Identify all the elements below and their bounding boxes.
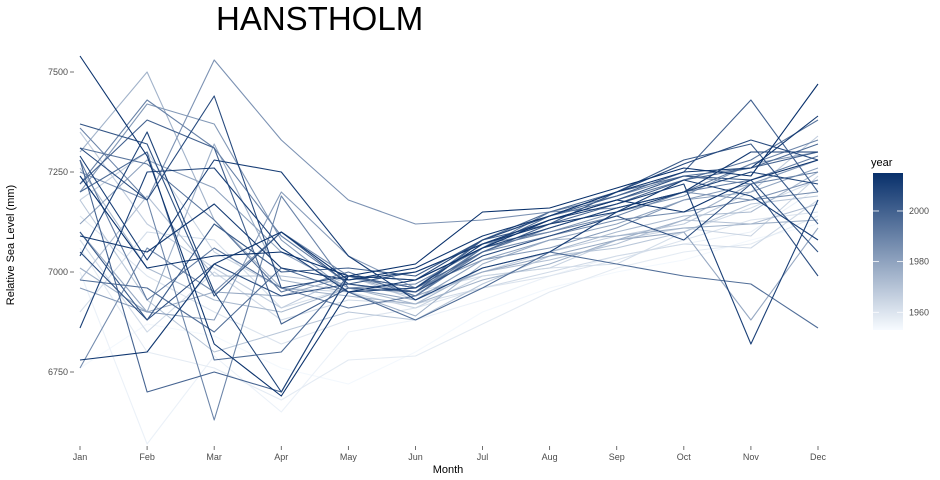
series-line-1985 <box>79 59 819 225</box>
y-tick-label: 7250 <box>48 167 68 177</box>
series-line-1980 <box>79 159 819 301</box>
x-axis: Jan Feb Mar Apr May Jun Jul Aug Sep Oct Nov Dec <box>73 446 827 462</box>
x-tick-label: Sep <box>609 452 625 462</box>
y-tick-label: 7500 <box>48 67 68 77</box>
x-tick-label: Dec <box>810 452 827 462</box>
series-line-2007 <box>79 95 819 289</box>
x-tick-label: Jul <box>477 452 489 462</box>
series-line-2013 <box>79 115 819 361</box>
y-tick-label: 7000 <box>48 267 68 277</box>
series-lines <box>79 55 819 445</box>
series-line-1960 <box>79 211 819 345</box>
legend-tick-label: 1980 <box>909 257 929 267</box>
series-line-1956 <box>79 187 819 445</box>
series-line-1971 <box>79 195 819 297</box>
x-tick-label: Jan <box>73 452 88 462</box>
y-axis: 6750 7000 7250 7500 <box>48 67 74 377</box>
legend-tick-label: 1960 <box>909 307 929 317</box>
chart-title: HANSTHOLM <box>216 0 423 37</box>
series-line-1976 <box>79 143 819 317</box>
series-line-1999 <box>79 151 819 393</box>
y-tick-label: 6750 <box>48 367 68 377</box>
series-line-2012 <box>79 151 818 281</box>
series-line-2015 <box>79 83 819 277</box>
x-tick-label: May <box>340 452 358 462</box>
series-line-2006 <box>79 183 819 321</box>
x-tick-label: Jun <box>408 452 423 462</box>
y-axis-title: Relative Sea Level (mm) <box>5 185 17 305</box>
legend-tick-label: 2000 <box>909 206 929 216</box>
legend-title: year <box>871 157 893 169</box>
series-line-2010 <box>79 167 819 345</box>
series-line-1958 <box>79 215 819 401</box>
x-axis-title: Month <box>433 464 464 476</box>
x-tick-label: Apr <box>274 452 288 462</box>
legend-colorbar <box>873 173 903 330</box>
series-line-1975 <box>79 71 819 305</box>
series-line-1973 <box>79 167 819 313</box>
legend-ticks: 1960 1980 2000 <box>873 206 929 317</box>
series-line-1963 <box>79 199 819 333</box>
x-tick-label: Aug <box>542 452 558 462</box>
series-line-2014 <box>79 55 819 397</box>
x-tick-label: Feb <box>139 452 155 462</box>
series-line-2011 <box>79 155 819 301</box>
legend: year 1960 1980 2000 <box>871 157 929 330</box>
x-tick-label: Mar <box>206 452 222 462</box>
x-tick-label: Nov <box>743 452 760 462</box>
x-tick-label: Oct <box>677 452 692 462</box>
series-line-1954 <box>79 223 819 385</box>
